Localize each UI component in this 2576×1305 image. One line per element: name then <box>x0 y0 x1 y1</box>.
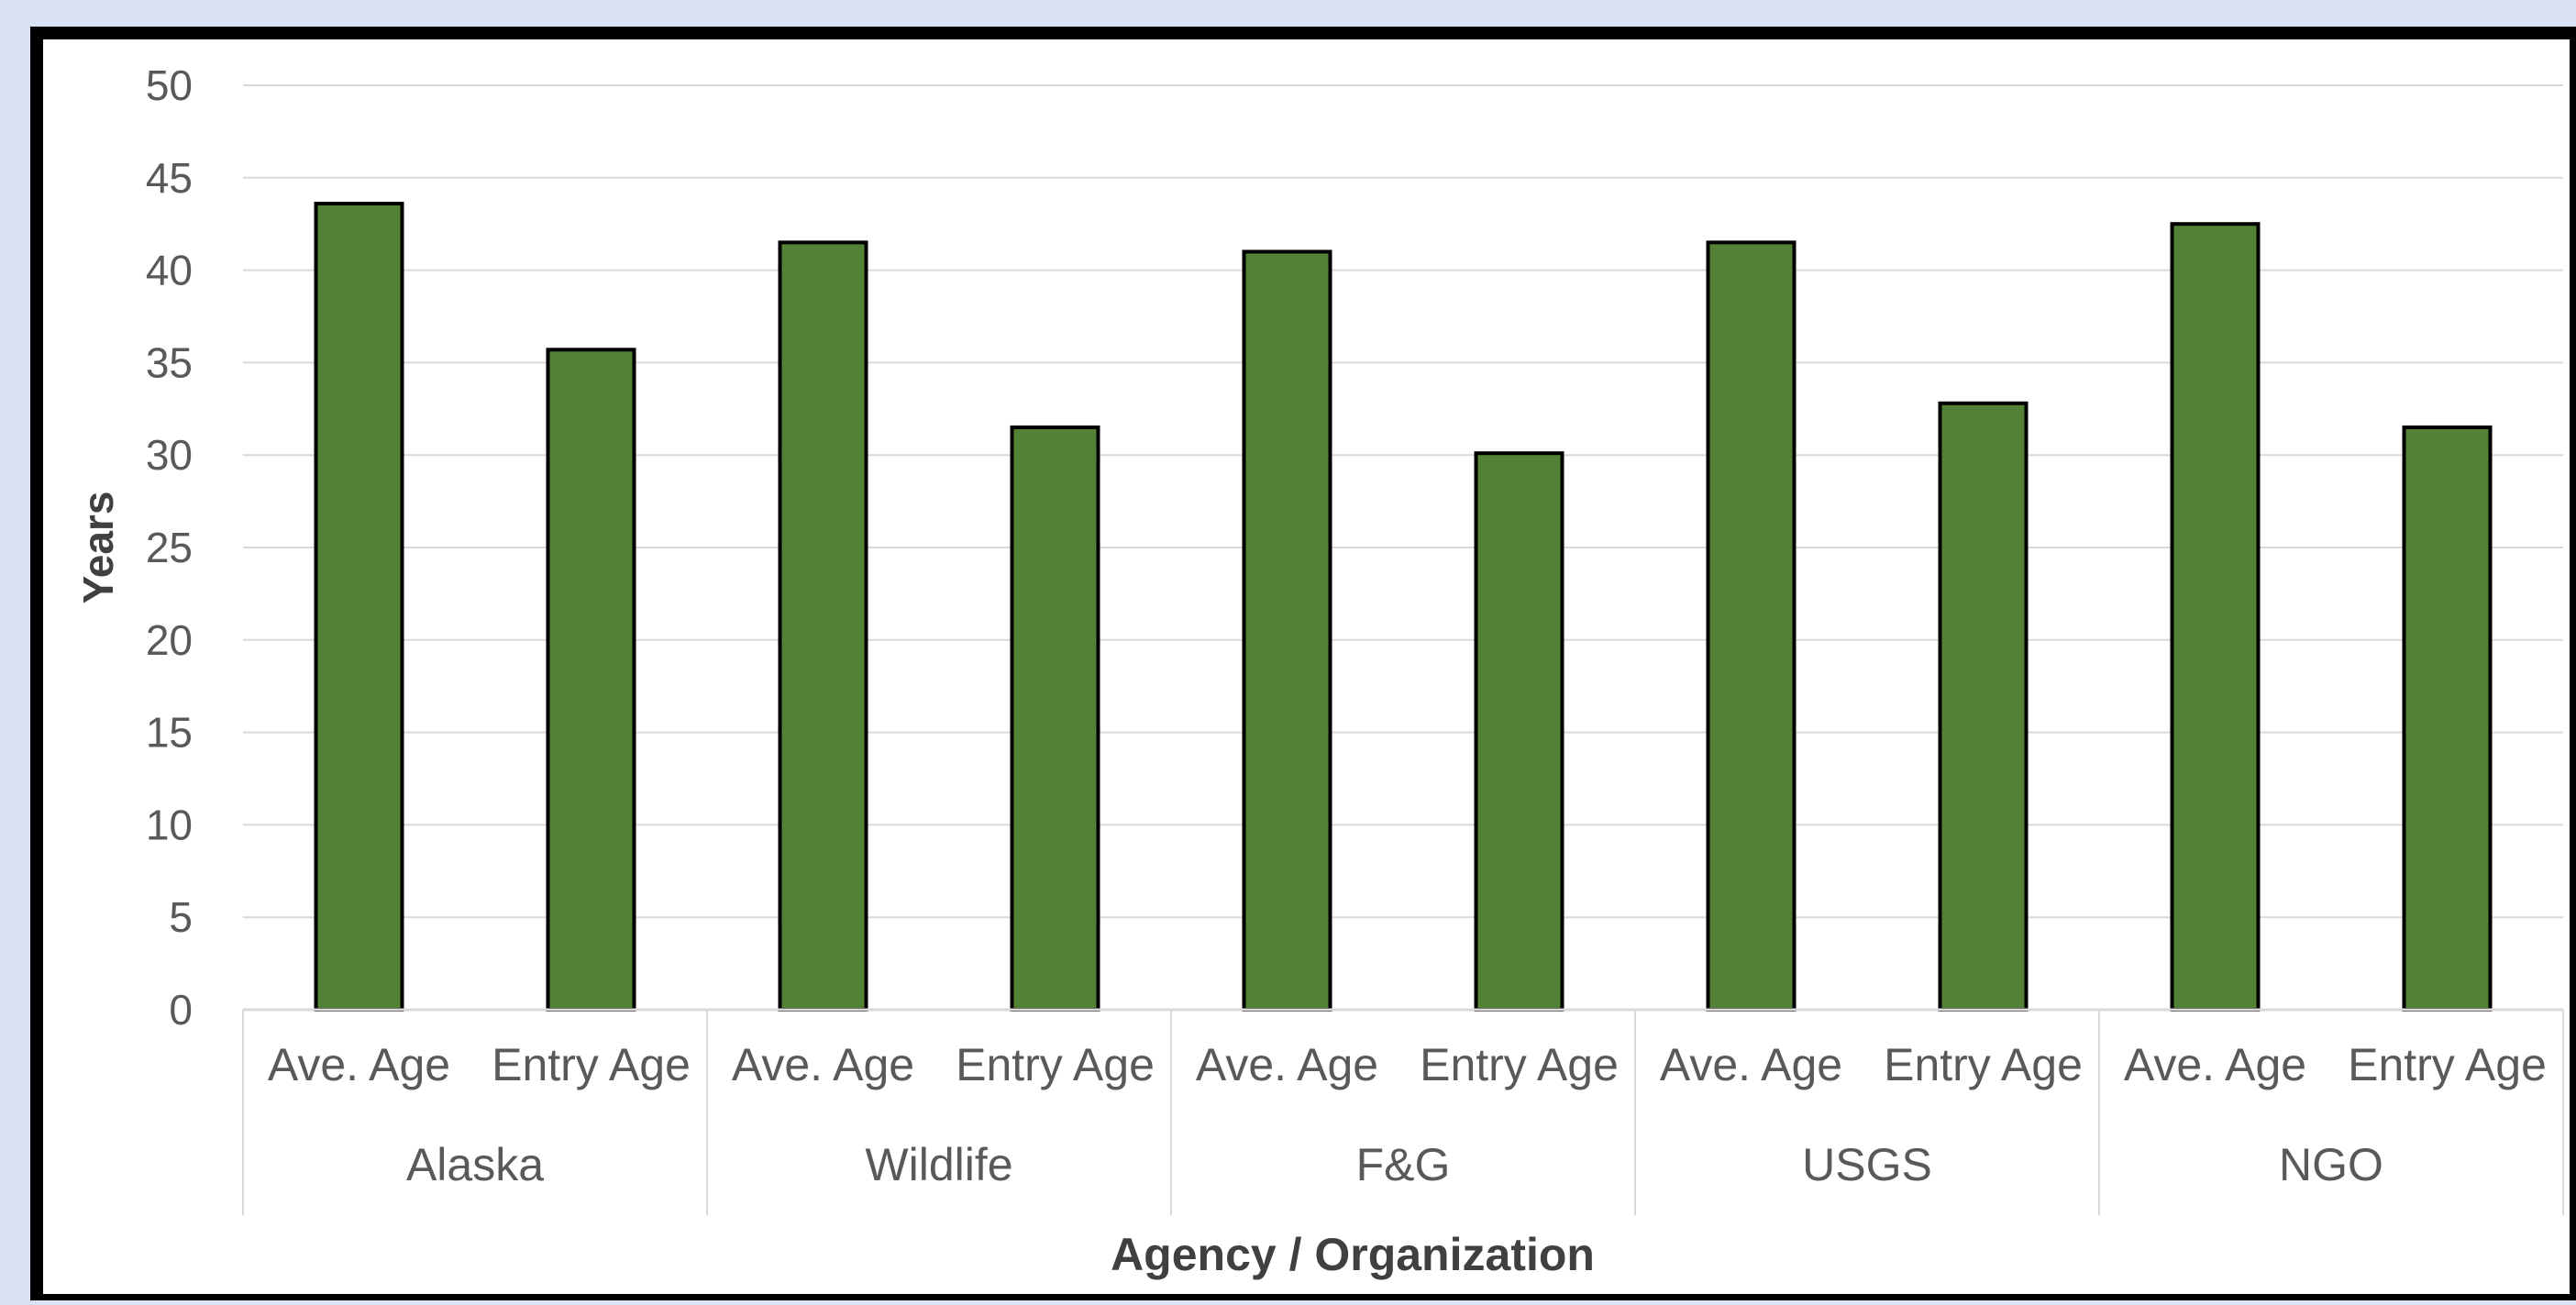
x-category-label: Ave. Age <box>268 1039 450 1090</box>
x-group-label: NGO <box>2279 1139 2383 1190</box>
x-axis: Ave. Age Entry Age Alaska Ave. Age Entry Age… <box>242 1008 2564 1215</box>
bar-ngo-ave-age <box>2170 222 2261 1012</box>
bar-wildlife-ave-age <box>778 240 868 1012</box>
y-tick-label: 5 <box>169 893 193 941</box>
x-category-label: Ave. Age <box>1196 1039 1378 1090</box>
bar-f-g-entry-age <box>1474 451 1564 1012</box>
x-category-label: Entry Age <box>956 1039 1155 1090</box>
x-group-label: F&G <box>1356 1139 1451 1190</box>
y-tick-label: 35 <box>146 338 193 386</box>
y-axis-title: Years <box>74 492 122 604</box>
bar-usgs-ave-age <box>1706 240 1797 1012</box>
x-category-label: Entry Age <box>492 1039 691 1090</box>
y-axis-tick-labels: 0 5 10 15 20 25 30 35 40 45 50 <box>146 61 193 1034</box>
bar-alaska-ave-age <box>314 202 404 1012</box>
x-category-label: Entry Age <box>2348 1039 2547 1090</box>
y-tick-label: 10 <box>146 801 193 848</box>
bar-wildlife-entry-age <box>1010 425 1100 1012</box>
y-tick-label: 45 <box>146 154 193 202</box>
y-tick-label: 20 <box>146 616 193 664</box>
bars <box>314 202 2493 1012</box>
x-group-label: USGS <box>1802 1139 1932 1190</box>
bar-alaska-entry-age <box>546 348 636 1012</box>
bar-ngo-entry-age <box>2402 425 2493 1012</box>
x-category-label: Ave. Age <box>1660 1039 1842 1090</box>
y-tick-label: 15 <box>146 709 193 757</box>
x-category-label: Ave. Age <box>732 1039 914 1090</box>
y-tick-label: 40 <box>146 247 193 294</box>
y-tick-label: 25 <box>146 524 193 571</box>
x-group-label: Wildlife <box>865 1139 1012 1190</box>
x-category-label: Entry Age <box>1420 1039 1619 1090</box>
x-category-label: Entry Age <box>1884 1039 2083 1090</box>
y-tick-label: 50 <box>146 61 193 109</box>
x-category-label: Ave. Age <box>2124 1039 2306 1090</box>
bar-f-g-ave-age <box>1242 249 1332 1012</box>
bar-usgs-entry-age <box>1938 401 2029 1012</box>
y-tick-label: 30 <box>146 431 193 479</box>
x-group-label: Alaska <box>406 1139 544 1190</box>
y-tick-label: 0 <box>169 986 193 1034</box>
x-axis-title: Agency / Organization <box>1111 1229 1595 1280</box>
